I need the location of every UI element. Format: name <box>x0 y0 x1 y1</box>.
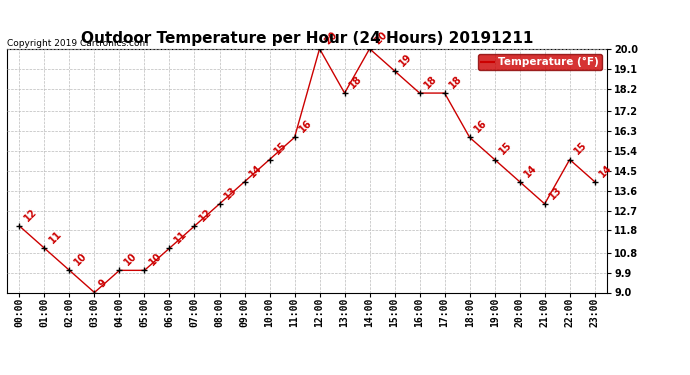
Text: 15: 15 <box>497 140 514 157</box>
Text: 18: 18 <box>347 74 364 90</box>
Text: 20: 20 <box>322 29 339 46</box>
Text: 14: 14 <box>522 162 539 179</box>
Text: 12: 12 <box>197 207 214 223</box>
Text: 15: 15 <box>273 140 289 157</box>
Title: Outdoor Temperature per Hour (24 Hours) 20191211: Outdoor Temperature per Hour (24 Hours) … <box>81 31 533 46</box>
Text: 9: 9 <box>97 278 109 290</box>
Text: 19: 19 <box>397 51 414 68</box>
Text: Copyright 2019 Cartronics.com: Copyright 2019 Cartronics.com <box>7 39 148 48</box>
Text: 10: 10 <box>147 251 164 268</box>
Text: 14: 14 <box>598 162 614 179</box>
Text: 11: 11 <box>172 229 189 245</box>
Text: 15: 15 <box>573 140 589 157</box>
Text: 14: 14 <box>247 162 264 179</box>
Text: 13: 13 <box>222 184 239 201</box>
Text: 16: 16 <box>297 118 314 135</box>
Legend: Temperature (°F): Temperature (°F) <box>478 54 602 70</box>
Text: 20: 20 <box>373 29 389 46</box>
Text: 10: 10 <box>72 251 89 268</box>
Text: 18: 18 <box>447 74 464 90</box>
Text: 18: 18 <box>422 74 439 90</box>
Text: 12: 12 <box>22 207 39 223</box>
Text: 16: 16 <box>473 118 489 135</box>
Text: 11: 11 <box>47 229 63 245</box>
Text: 13: 13 <box>547 184 564 201</box>
Text: 10: 10 <box>122 251 139 268</box>
